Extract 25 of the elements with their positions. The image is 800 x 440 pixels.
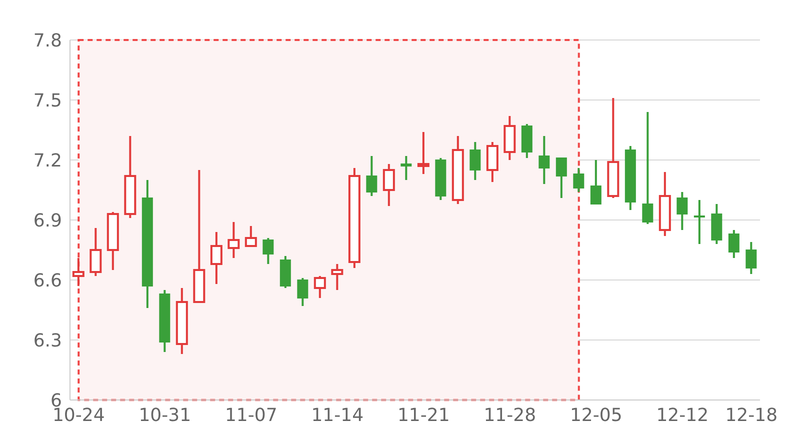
candlestick [470,141,481,181]
candlestick [72,257,84,287]
x-tick-label: 12-05 [570,404,622,426]
candlestick [746,241,757,275]
candlestick [142,179,153,309]
candlestick [210,231,222,285]
candlestick [538,135,550,185]
y-tick-label: 6.9 [33,210,62,232]
y-tick-label: 6.3 [33,330,62,352]
candlestick [176,287,188,355]
candlestick [400,155,412,181]
x-tick-label: 11-21 [397,404,450,426]
x-tick-label: 10-31 [138,404,192,426]
x-tick-label: 11-07 [224,404,278,426]
candlestick [694,199,705,245]
y-tick-label: 7.2 [33,150,62,172]
x-tick-label: 12-18 [725,404,778,426]
y-tick-label: 7.8 [33,30,62,52]
x-tick-label: 11-14 [311,404,364,426]
y-tick-label: 7.5 [33,90,62,112]
y-tick-label: 6.6 [33,270,62,292]
x-tick-label: 11-28 [484,404,536,426]
candlestick [228,221,240,259]
candlestick [676,191,688,231]
x-tick-label: 12-12 [656,404,709,426]
